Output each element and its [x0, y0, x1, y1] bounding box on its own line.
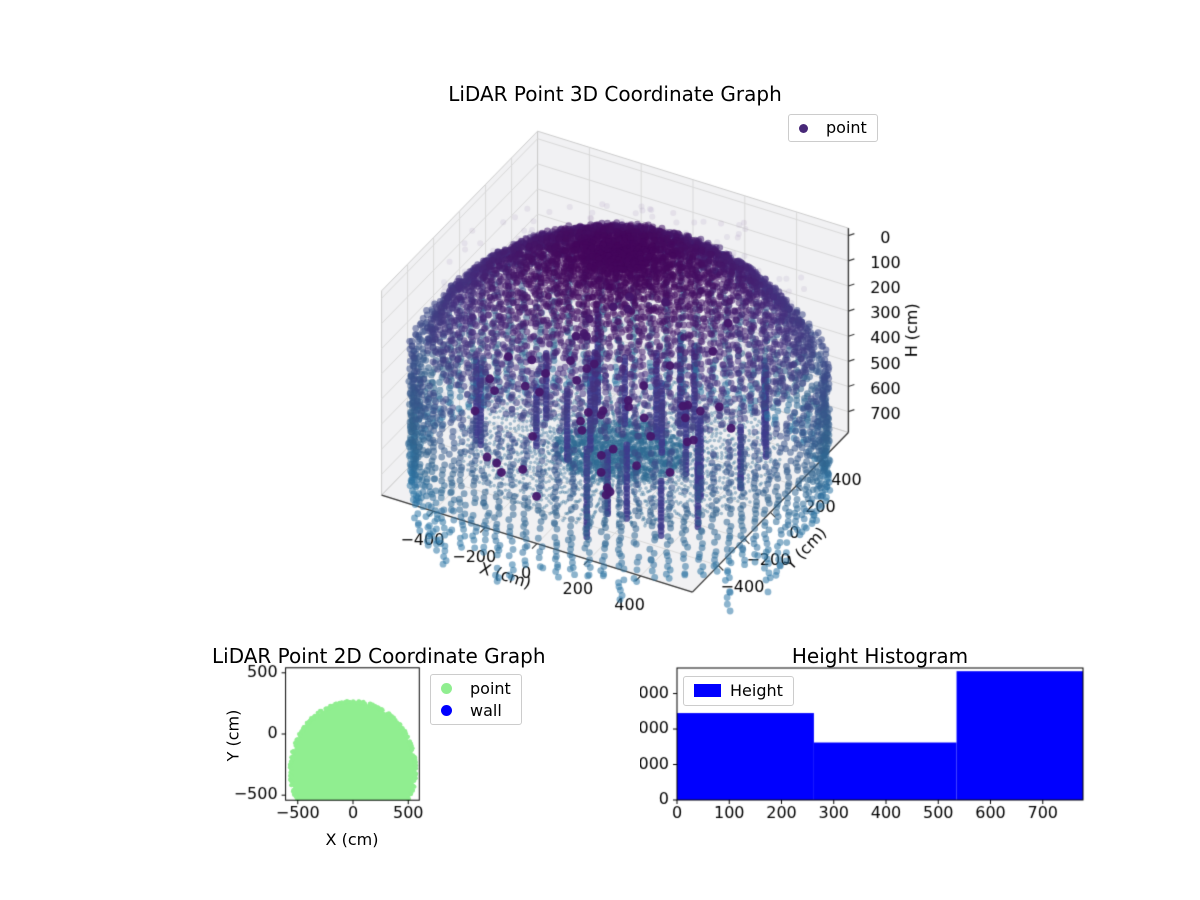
wall-marker-icon	[441, 704, 452, 716]
legend-item-height: Height	[694, 680, 783, 702]
plot3d-title: LiDAR Point 3D Coordinate Graph	[448, 82, 782, 106]
legend-item-point: point	[441, 678, 511, 700]
plot2d-xaxis-label: X (cm)	[325, 830, 379, 849]
legend-label: point	[470, 679, 511, 698]
point-marker-icon	[799, 123, 808, 133]
legend-label: Height	[730, 681, 783, 700]
plot2d-yaxis-label: Y (cm)	[223, 709, 243, 762]
legend-label: point	[826, 118, 867, 138]
height-patch-icon	[694, 684, 721, 698]
legend-item-point: point	[799, 117, 867, 139]
histogram-title: Height Histogram	[791, 644, 969, 668]
plot2d-legend: point wall	[430, 674, 522, 726]
histogram-canvas	[640, 640, 1100, 865]
plot3d-legend: point	[788, 114, 878, 142]
histogram-legend: Height	[683, 676, 794, 706]
point-marker-icon	[441, 683, 452, 695]
legend-item-wall: wall	[441, 700, 511, 722]
legend-label: wall	[470, 700, 502, 720]
plot2d-title: LiDAR Point 2D Coordinate Graph	[212, 644, 546, 668]
3d-scatter-canvas	[320, 110, 1000, 670]
